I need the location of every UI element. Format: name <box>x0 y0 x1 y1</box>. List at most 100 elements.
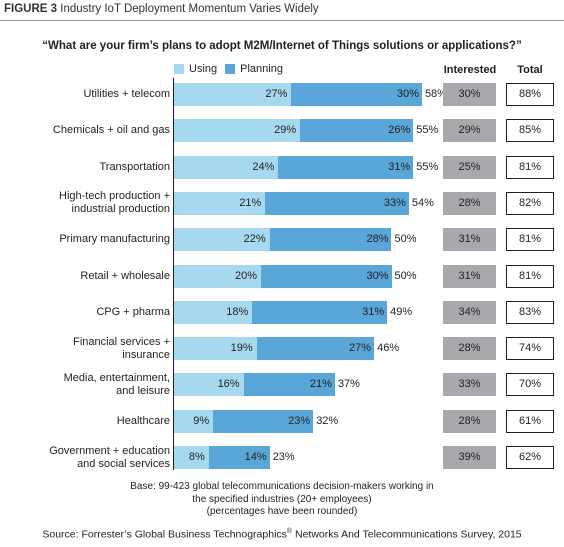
bar-planning <box>252 300 388 324</box>
total-value: 83% <box>506 300 554 324</box>
total-value: 88% <box>506 83 554 106</box>
bar-using-value: 16% <box>217 378 240 391</box>
interested-value: 29% <box>443 119 496 143</box>
bar-planning-value: 31% <box>388 160 411 173</box>
bar-planning <box>269 228 392 252</box>
title-divider <box>0 20 564 21</box>
bar-planning-value: 30% <box>396 88 419 100</box>
bar-planning-value: 31% <box>362 305 385 318</box>
figure-label: FIGURE 3 <box>4 3 58 15</box>
interested-value: 39% <box>443 446 496 469</box>
bar-sum-value: 58% <box>424 88 447 100</box>
category-label: CPG + pharma <box>0 306 170 319</box>
base-note-line: the specified industries (20+ employees) <box>192 493 372 505</box>
total-value: 81% <box>506 155 554 179</box>
bar-using-value: 29% <box>274 124 297 137</box>
total-value: 81% <box>506 264 554 288</box>
category-label-line: industrial production <box>71 203 170 216</box>
legend-using-label: Using <box>189 63 218 75</box>
bar-planning <box>256 337 375 361</box>
chart-legend: Using Planning <box>174 63 291 75</box>
legend-using-swatch <box>174 64 184 74</box>
bar-using <box>174 155 279 179</box>
total-value: 62% <box>506 446 554 469</box>
bar-planning <box>208 446 270 469</box>
bar-planning <box>213 409 314 433</box>
category-label: Media, entertainment, and leisure <box>0 372 170 398</box>
category-label: Retail + wholesale <box>0 270 170 283</box>
bar-planning-value: 28% <box>366 233 389 246</box>
interested-value: 28% <box>443 409 496 433</box>
figure-title: FIGURE 3 Industry IoT Deployment Momentu… <box>4 3 319 15</box>
category-label-line: High-tech production + <box>59 190 170 203</box>
bar-using-value: 20% <box>234 269 257 282</box>
bar-sum-value: 49% <box>390 305 413 318</box>
interested-column-header: Interested <box>443 64 497 76</box>
bar-using-value: 24% <box>252 160 275 173</box>
total-value: 70% <box>506 373 554 397</box>
bar-planning <box>261 264 392 288</box>
legend-planning-swatch <box>225 64 236 74</box>
category-label: Government + education and social service… <box>0 445 170 471</box>
bar-using <box>174 119 301 143</box>
category-label-line: and social services <box>77 457 170 470</box>
bar-sum-value: 37% <box>337 378 360 391</box>
interested-value: 31% <box>443 228 496 252</box>
category-label-line: Government + education <box>49 444 170 457</box>
bar-planning-value: 21% <box>309 378 332 391</box>
bar-planning <box>243 373 335 397</box>
category-label: Financial services + insurance <box>0 336 170 362</box>
category-label-line: Chemicals + oil and gas <box>52 124 170 137</box>
interested-value: 28% <box>443 337 496 361</box>
bar-sum-value: 55% <box>416 124 439 137</box>
category-label: Primary manufacturing <box>0 233 170 246</box>
bar-sum-value: 50% <box>394 233 417 246</box>
total-value: 85% <box>506 119 554 143</box>
category-label-line: Primary manufacturing <box>59 233 170 246</box>
interested-value: 33% <box>443 373 496 397</box>
category-label-line: Retail + wholesale <box>80 269 170 282</box>
interested-value: 28% <box>443 191 496 215</box>
bar-planning-value: 14% <box>244 451 267 463</box>
category-label-line: CPG + pharma <box>96 305 170 318</box>
bar-using <box>174 264 261 288</box>
category-label: High-tech production + industrial product… <box>0 190 170 216</box>
legend-planning: Planning <box>225 63 283 75</box>
category-label-line: Healthcare <box>116 414 170 427</box>
registered-mark: ® <box>286 528 293 535</box>
bar-planning-value: 26% <box>388 124 411 137</box>
bar-using <box>174 446 209 469</box>
figure-title-text: Industry IoT Deployment Momentum Varies … <box>60 3 319 15</box>
bar-using-value: 21% <box>239 196 262 209</box>
interested-value: 34% <box>443 300 496 324</box>
category-label-line: Transportation <box>99 160 170 173</box>
interested-value: 25% <box>443 155 496 179</box>
bar-planning-value: 27% <box>349 342 372 355</box>
bar-using-value: 18% <box>226 305 249 318</box>
bar-planning-value: 30% <box>366 269 389 282</box>
bar-using <box>174 300 253 324</box>
category-label-line: insurance <box>122 348 170 361</box>
bar-using <box>174 83 292 106</box>
source-text: Source: Forrester’s Global Business Tech… <box>42 528 287 541</box>
bar-using-value: 9% <box>193 414 210 427</box>
interested-value: 31% <box>443 264 496 288</box>
category-label-line: Utilities + telecom <box>83 88 170 100</box>
legend-planning-label: Planning <box>240 63 283 75</box>
source-note: Source: Forrester’s Global Business Tech… <box>0 528 564 541</box>
base-note-line: (percentages have been rounded) <box>206 506 358 517</box>
bar-sum-value: 46% <box>377 342 400 355</box>
category-label: Chemicals + oil and gas <box>0 124 170 137</box>
bar-planning <box>278 155 414 179</box>
total-value: 61% <box>506 409 554 433</box>
chart-question: “What are your firm’s plans to adopt M2M… <box>42 40 522 52</box>
bar-using <box>174 409 214 433</box>
total-value: 74% <box>506 337 554 361</box>
bar-sum-value: 32% <box>316 414 339 427</box>
total-column-header: Total <box>517 64 543 76</box>
category-label-line: Financial services + <box>73 335 170 348</box>
source-text-end: Networks And Telecommunications Survey, … <box>292 528 522 541</box>
total-value: 81% <box>506 228 554 252</box>
bar-sum-value: 23% <box>272 451 295 463</box>
bar-using-value: 22% <box>243 233 266 246</box>
